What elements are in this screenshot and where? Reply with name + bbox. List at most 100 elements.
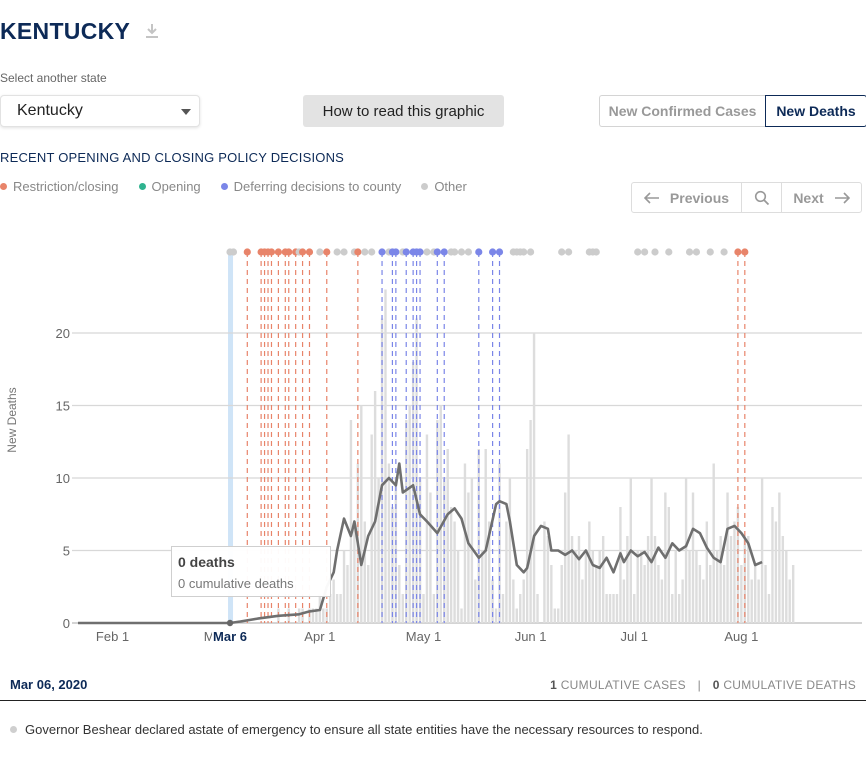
deaths-bar — [470, 478, 474, 623]
deaths-bar — [788, 579, 791, 623]
deaths-bar — [657, 565, 660, 623]
deaths-bar — [750, 579, 753, 623]
deaths-bar — [705, 521, 709, 623]
event-note: Governor Beshear declared astate of emer… — [10, 722, 703, 737]
title-row: KENTUCKY — [0, 16, 160, 46]
deaths-bar — [740, 565, 743, 623]
state-select-value: Kentucky — [17, 102, 83, 119]
deaths-bar — [322, 608, 325, 623]
previous-button[interactable]: Previous — [632, 183, 742, 212]
highlight-date-label: Mar 6 — [213, 629, 247, 644]
deaths-bar — [346, 565, 349, 623]
x-tick-label: Jul 1 — [621, 629, 648, 644]
policy-marker-county — [433, 248, 441, 256]
deaths-bar — [643, 565, 646, 623]
cumulative-separator: | — [697, 677, 702, 692]
deaths-bar — [736, 507, 740, 623]
deaths-bar — [342, 550, 346, 623]
policy-section-title: RECENT OPENING AND CLOSING POLICY DECISI… — [0, 150, 345, 165]
toggle-new-deaths[interactable]: New Deaths — [765, 95, 866, 127]
policy-marker-other — [361, 248, 369, 256]
deaths-bar — [674, 550, 677, 623]
policy-marker-restriction — [267, 248, 276, 256]
deaths-bar — [595, 565, 598, 623]
deaths-bar — [567, 434, 570, 623]
legend-label-restriction: Restriction/closing — [13, 179, 119, 194]
policy-marker-restriction — [734, 248, 742, 256]
policy-marker-other — [229, 248, 238, 256]
deaths-bar — [574, 550, 577, 623]
x-tick-label: Apr 1 — [304, 629, 335, 644]
deaths-bar — [546, 536, 550, 623]
policy-marker-restriction — [741, 248, 749, 256]
x-tick-label: May 1 — [406, 629, 441, 644]
deaths-bar — [650, 478, 653, 623]
deaths-bar — [501, 594, 505, 623]
policy-legend: Restriction/closing Opening Deferring de… — [0, 179, 487, 194]
deaths-bar — [439, 405, 442, 623]
deaths-bar — [353, 521, 356, 623]
deaths-bar — [757, 579, 760, 623]
toggle-new-confirmed-cases[interactable]: New Confirmed Cases — [599, 95, 765, 127]
deaths-bar — [753, 565, 757, 623]
seven-day-average-line — [78, 462, 763, 625]
deaths-bar — [760, 478, 764, 623]
deaths-bar — [570, 536, 574, 623]
policy-marker-restriction — [243, 248, 251, 256]
deaths-bar — [550, 565, 553, 623]
deaths-bar — [553, 608, 556, 623]
deaths-bar — [702, 579, 705, 623]
deaths-bar — [494, 608, 498, 623]
deaths-bar — [398, 565, 401, 623]
next-button[interactable]: Next — [782, 183, 861, 212]
deaths-bar — [633, 594, 636, 623]
deaths-bar — [446, 449, 449, 623]
deaths-bar — [715, 550, 719, 623]
deaths-bar — [484, 449, 487, 623]
y-tick-label: 10 — [56, 471, 70, 486]
deaths-bar — [474, 579, 477, 623]
deaths-bar — [791, 565, 795, 623]
deaths-bar — [481, 550, 484, 623]
y-axis-label: New Deaths — [5, 387, 19, 452]
policy-marker-other — [665, 248, 673, 256]
deaths-bar — [360, 405, 363, 623]
policy-marker-county — [489, 248, 497, 256]
deaths-bar — [639, 550, 643, 623]
how-to-read-button[interactable]: How to read this graphic — [303, 95, 504, 127]
selected-point — [226, 619, 234, 627]
policy-marker-restriction — [305, 248, 314, 256]
legend-dot-county — [220, 183, 228, 190]
policy-marker-restriction — [285, 248, 293, 256]
deaths-bar — [453, 521, 456, 623]
deaths-bar — [785, 550, 788, 623]
deaths-bar — [722, 565, 726, 623]
deaths-bar — [581, 579, 584, 623]
policy-marker-other — [368, 248, 376, 256]
deaths-bar — [536, 594, 539, 623]
deaths-bar — [767, 594, 771, 623]
deaths-bar — [332, 579, 335, 623]
deaths-bar — [726, 492, 729, 623]
state-title: KENTUCKY — [0, 17, 131, 44]
policy-marker-other — [333, 248, 341, 256]
state-select[interactable]: Kentucky — [0, 95, 200, 127]
y-tick-label: 5 — [63, 544, 70, 559]
download-icon[interactable] — [144, 22, 160, 40]
policy-marker-county — [402, 248, 410, 256]
deaths-bar — [560, 565, 563, 623]
deaths-bar — [626, 536, 629, 623]
policy-marker-restriction — [298, 248, 307, 256]
deaths-bar — [598, 550, 601, 623]
deaths-bar — [615, 594, 619, 623]
search-button[interactable] — [742, 183, 782, 212]
deaths-bar — [384, 289, 387, 623]
policy-marker-county — [392, 248, 400, 256]
deaths-bar — [778, 492, 781, 623]
policy-marker-other — [720, 248, 728, 256]
deaths-bar — [608, 594, 612, 623]
policy-marker-other — [457, 248, 466, 256]
policy-marker-other — [592, 248, 600, 256]
deaths-bar — [671, 594, 674, 623]
